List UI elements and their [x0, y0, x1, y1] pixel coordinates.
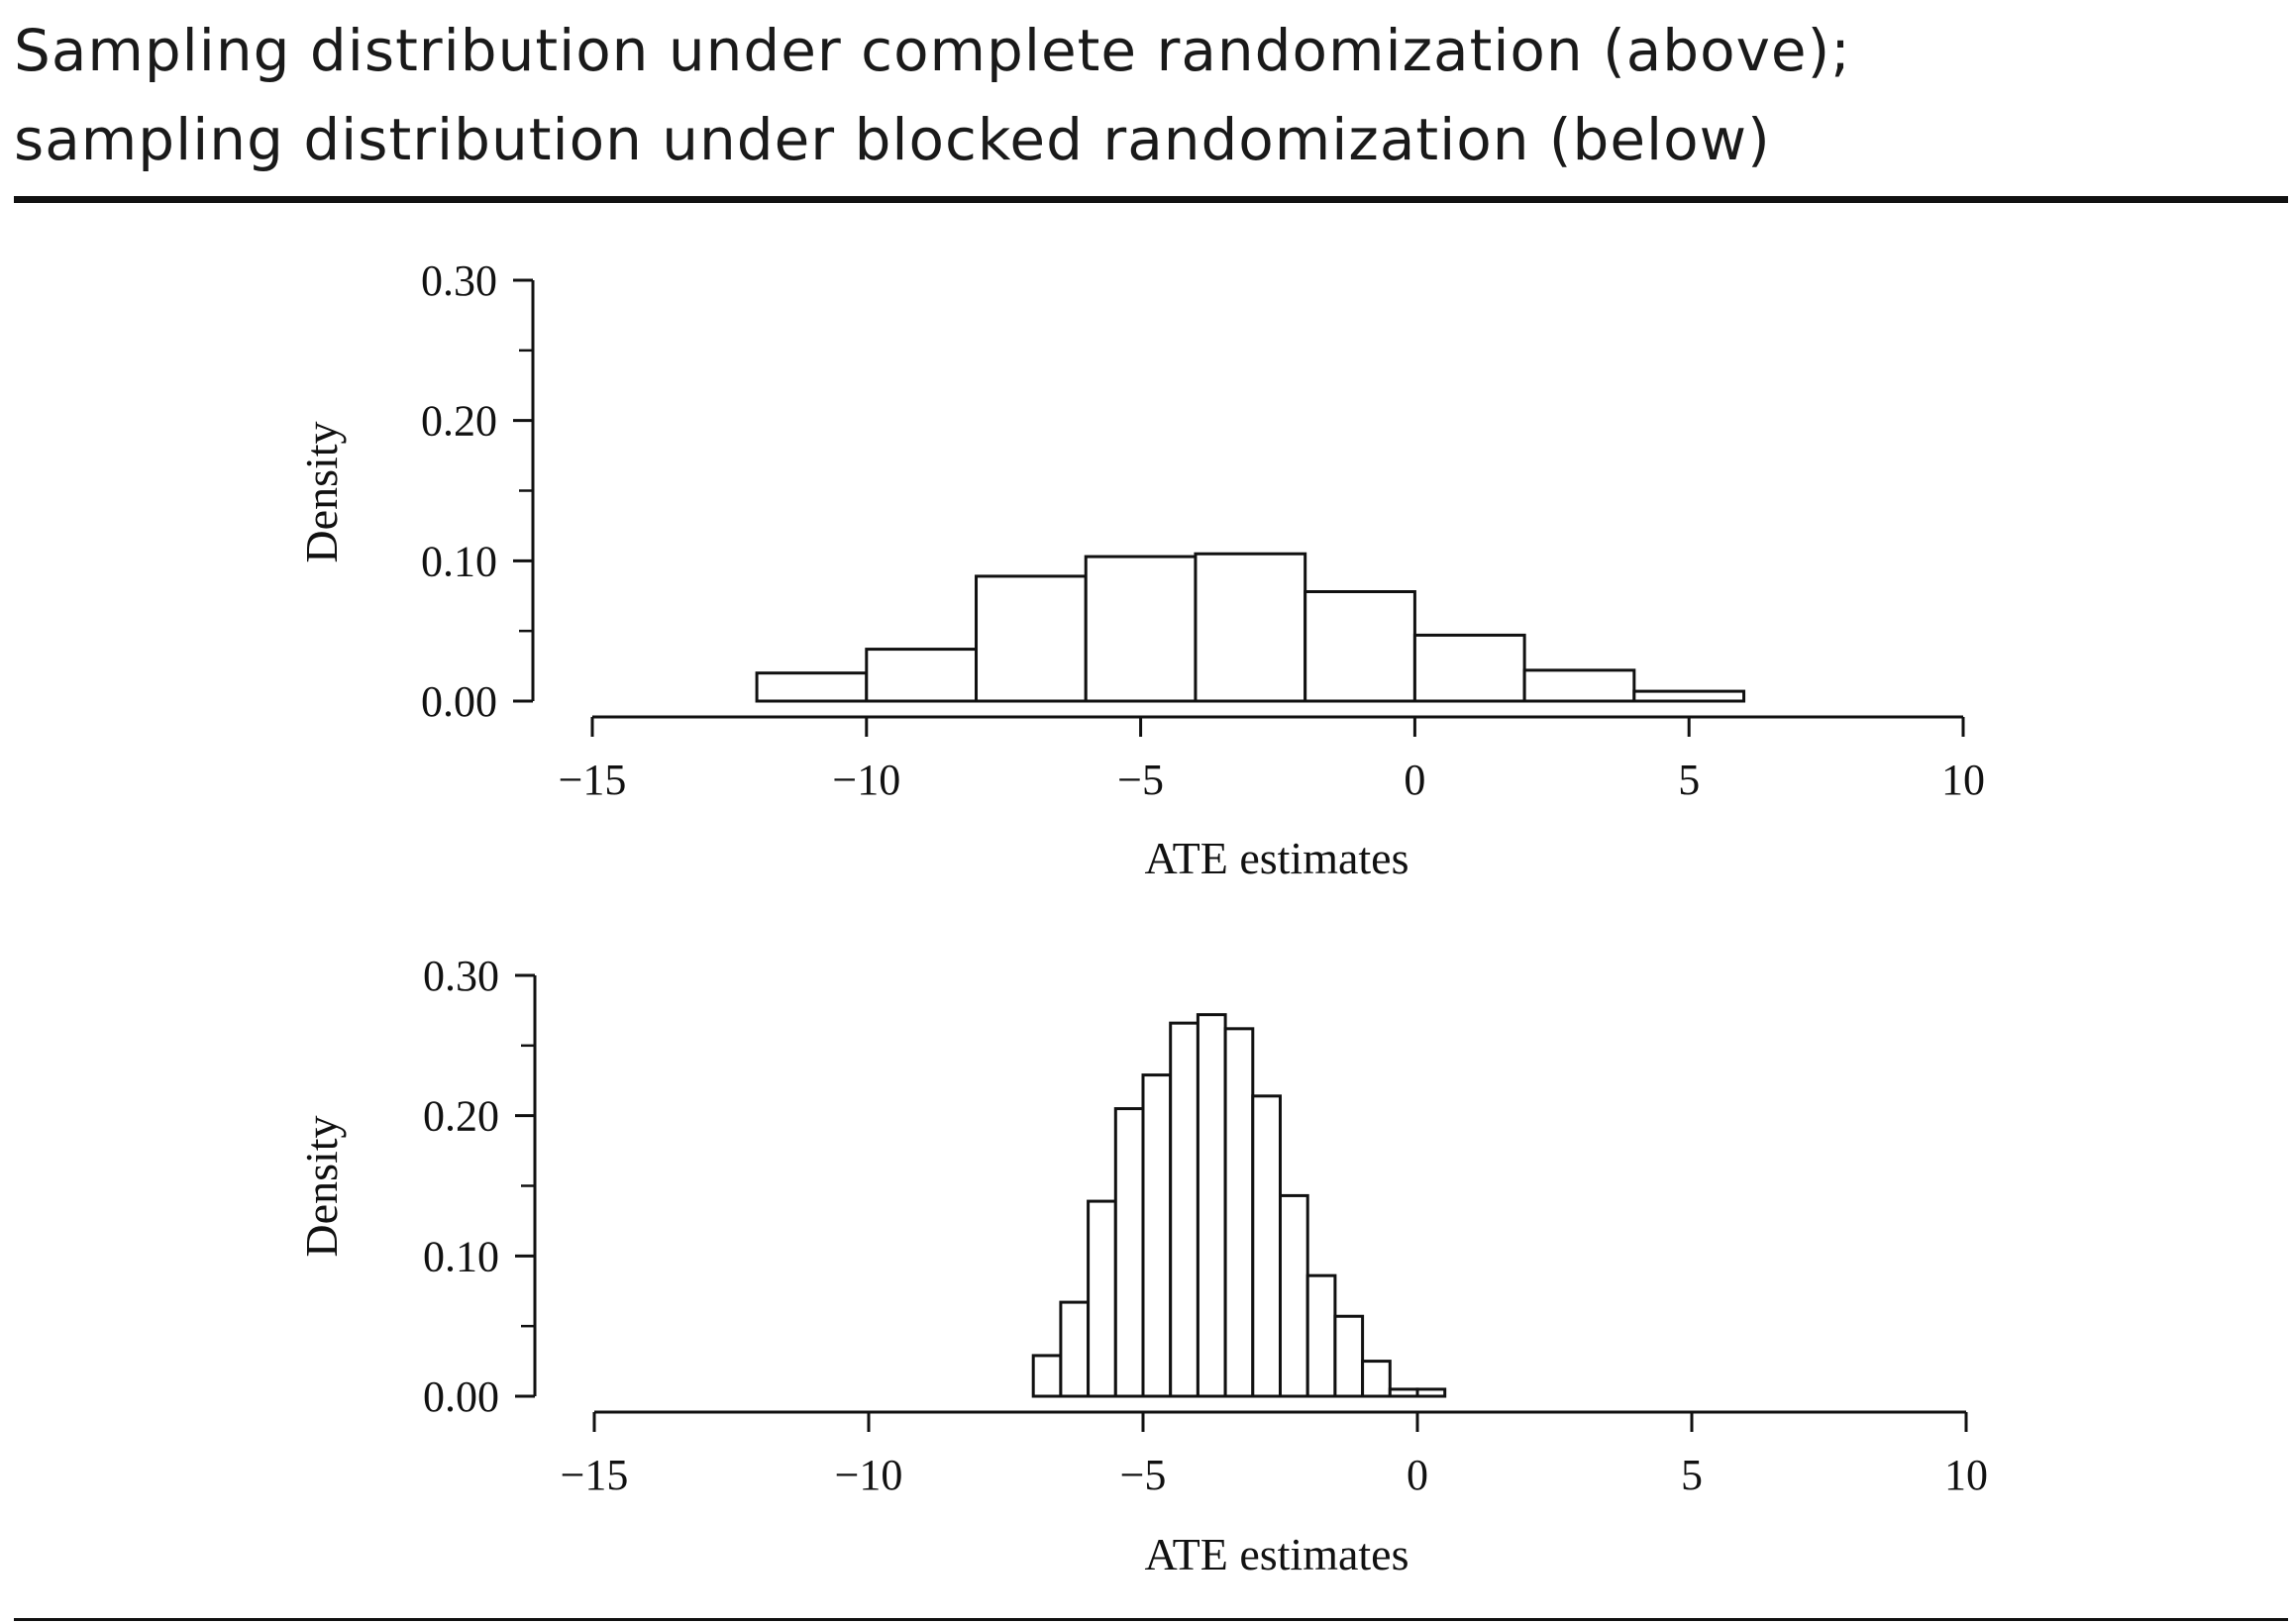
histogram-bar — [1141, 1073, 1173, 1398]
histogram-bar — [1279, 1193, 1309, 1398]
histogram-bar — [1305, 1273, 1337, 1398]
x-tick-label: −15 — [559, 756, 627, 804]
bottom-rule — [14, 1618, 2288, 1621]
histogram-bar — [1087, 1199, 1117, 1398]
histogram-bar — [1223, 1027, 1255, 1398]
y-tick-label: 0.20 — [421, 397, 497, 446]
x-tick-label: 10 — [1944, 1451, 1988, 1499]
y-axis-title: Density — [296, 421, 347, 562]
histogram-panel-blocked: −15 −10 −5 0 5 10 0.00 0.10 0.20 0.30 ATE estimate… — [296, 952, 1988, 1579]
histogram-bar — [1084, 555, 1198, 703]
x-axis-title: ATE estimates — [1145, 833, 1409, 883]
x-tick-label: −15 — [561, 1451, 629, 1499]
figure-title-line-2: sampling distribution under blocked rand… — [14, 106, 1771, 173]
y-tick-label: 0.10 — [423, 1232, 499, 1280]
histogram-bar — [975, 574, 1088, 703]
x-tick-label: −10 — [835, 1451, 903, 1499]
x-tick-label: −5 — [1117, 756, 1164, 804]
top-rule — [14, 196, 2288, 203]
histogram-bar — [1388, 1387, 1419, 1398]
histogram-bar — [1196, 1013, 1227, 1398]
y-tick-label: 0.00 — [423, 1372, 499, 1421]
histogram-bar — [865, 648, 979, 703]
y-tick-label: 0.10 — [421, 537, 497, 585]
histogram-bar — [1031, 1354, 1063, 1398]
histogram-bar — [1522, 668, 1636, 703]
x-tick-label: 0 — [1407, 1451, 1428, 1499]
x-tick-label: 10 — [1941, 756, 1985, 804]
figure-title-line-1: Sampling distribution under complete ran… — [14, 17, 1851, 84]
histogram-bar — [1169, 1021, 1199, 1398]
x-tick-label: 0 — [1404, 756, 1425, 804]
histogram-bar — [1415, 1387, 1447, 1398]
histogram-bar — [1412, 633, 1526, 703]
x-tick-label: −5 — [1120, 1451, 1167, 1499]
y-tick-label: 0.30 — [423, 952, 499, 1000]
x-tick-label: −10 — [832, 756, 900, 804]
y-tick-label: 0.20 — [423, 1092, 499, 1141]
histogram-bar — [1361, 1360, 1392, 1398]
histogram-bar — [1632, 689, 1746, 703]
y-tick-label: 0.00 — [421, 677, 497, 726]
x-axis-title: ATE estimates — [1145, 1529, 1409, 1579]
x-tick-label: 5 — [1678, 756, 1700, 804]
y-tick-label: 0.30 — [421, 256, 497, 305]
histogram-panel-complete: −15 −10 −5 0 5 10 0.00 0.10 0.20 0.30 ATE estimate… — [296, 256, 1985, 883]
x-tick-label: 5 — [1681, 1451, 1703, 1499]
histogram-bar — [1059, 1300, 1091, 1398]
histogram-bar — [1333, 1314, 1365, 1398]
histogram-bar — [1303, 590, 1416, 703]
histogram-bar — [1251, 1094, 1283, 1398]
y-axis-title: Density — [296, 1115, 347, 1257]
figure-title: Sampling distribution under complete ran… — [14, 6, 2272, 184]
histogram-bar — [1194, 552, 1307, 703]
histogram-bar — [1113, 1107, 1145, 1398]
histogram-bar — [755, 671, 869, 703]
